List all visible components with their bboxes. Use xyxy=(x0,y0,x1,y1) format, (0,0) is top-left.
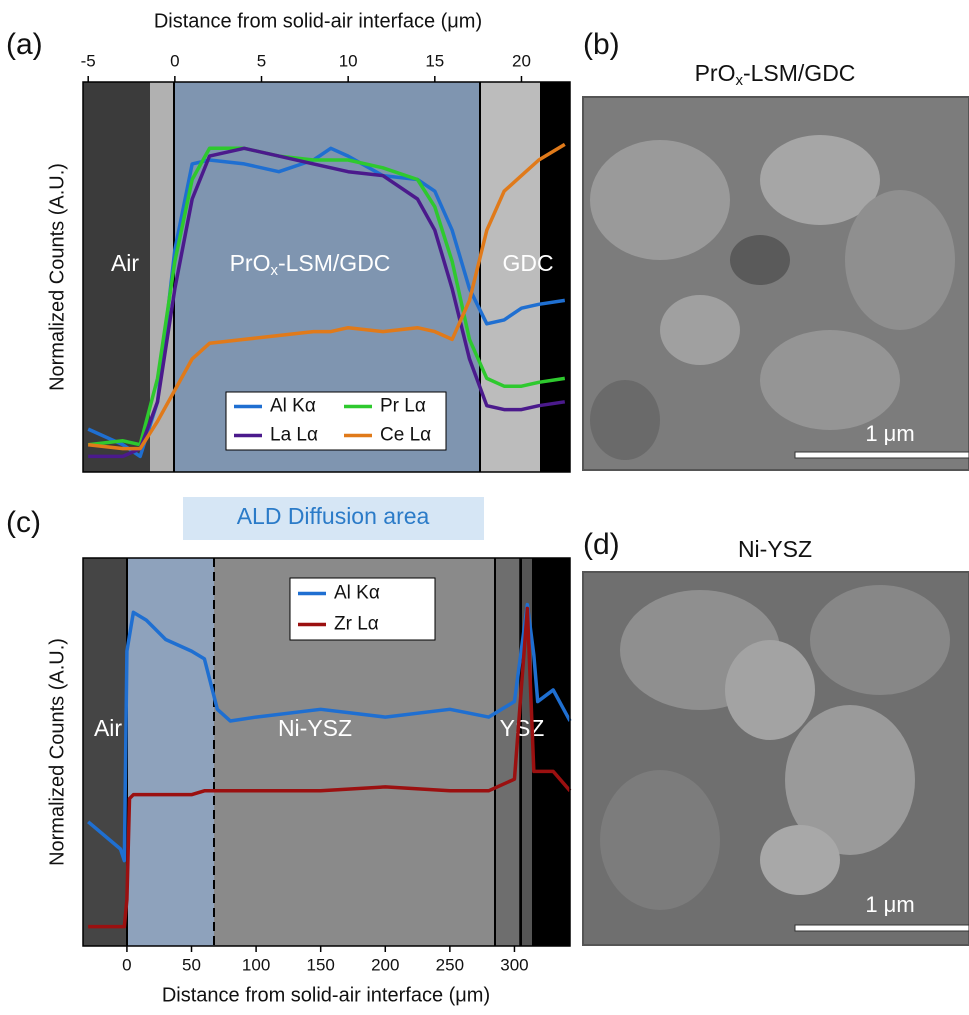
x-axis-title: Distance from solid-air interface (μm) xyxy=(162,984,490,1006)
x-tick-label: -5 xyxy=(81,51,96,70)
x-tick-label: 250 xyxy=(436,955,464,974)
legend-label: La Lα xyxy=(270,425,318,446)
x-tick-label: 0 xyxy=(122,955,131,974)
figure: (a) (b) (c) (d) Air PrOx-LSM/GDC GDC Dis… xyxy=(0,0,969,1015)
legend-label: Pr Lα xyxy=(380,396,426,417)
annotation: ALD Diffusion area xyxy=(237,503,430,529)
region-label: YSZ xyxy=(500,715,545,741)
x-tick-label: 5 xyxy=(257,51,266,70)
x-tick-label: 0 xyxy=(170,51,179,70)
x-tick-label: 10 xyxy=(339,51,358,70)
x-axis-title: Distance from solid-air interface (μm) xyxy=(154,10,482,32)
scale-bar xyxy=(795,452,969,458)
y-axis-title: Normalized Counts (A.U.) xyxy=(46,163,68,391)
x-tick-label: 15 xyxy=(425,51,444,70)
image-title: PrOx-LSM/GDC xyxy=(695,60,856,89)
legend-label: Zr Lα xyxy=(334,614,379,635)
region-label: PrOx-LSM/GDC xyxy=(230,250,391,279)
scale-bar xyxy=(795,925,969,931)
panel-label: (a) xyxy=(6,28,43,61)
panel-label: (b) xyxy=(583,28,620,61)
region-label: GDC xyxy=(502,250,553,276)
region-label: Ni-YSZ xyxy=(278,715,352,741)
region-label: Air xyxy=(111,250,139,276)
x-tick-label: 300 xyxy=(500,955,528,974)
sem-image xyxy=(583,97,969,470)
scale-label: 1 μm xyxy=(865,421,914,446)
image-title: Ni-YSZ xyxy=(738,536,812,562)
region-label: Air xyxy=(94,715,122,741)
legend-label: Al Kα xyxy=(270,396,316,417)
legend-label: Ce Lα xyxy=(380,425,431,446)
x-tick-label: 150 xyxy=(306,955,334,974)
sem-image xyxy=(583,572,969,945)
x-tick-label: 200 xyxy=(371,955,399,974)
legend-label: Al Kα xyxy=(334,583,380,604)
y-axis-title: Normalized Counts (A.U.) xyxy=(46,638,68,866)
x-tick-label: 20 xyxy=(512,51,531,70)
x-tick-label: 50 xyxy=(182,955,201,974)
panel-label: (c) xyxy=(6,506,41,539)
panel-label: (d) xyxy=(583,528,620,561)
x-tick-label: 100 xyxy=(242,955,270,974)
scale-label: 1 μm xyxy=(865,892,914,917)
